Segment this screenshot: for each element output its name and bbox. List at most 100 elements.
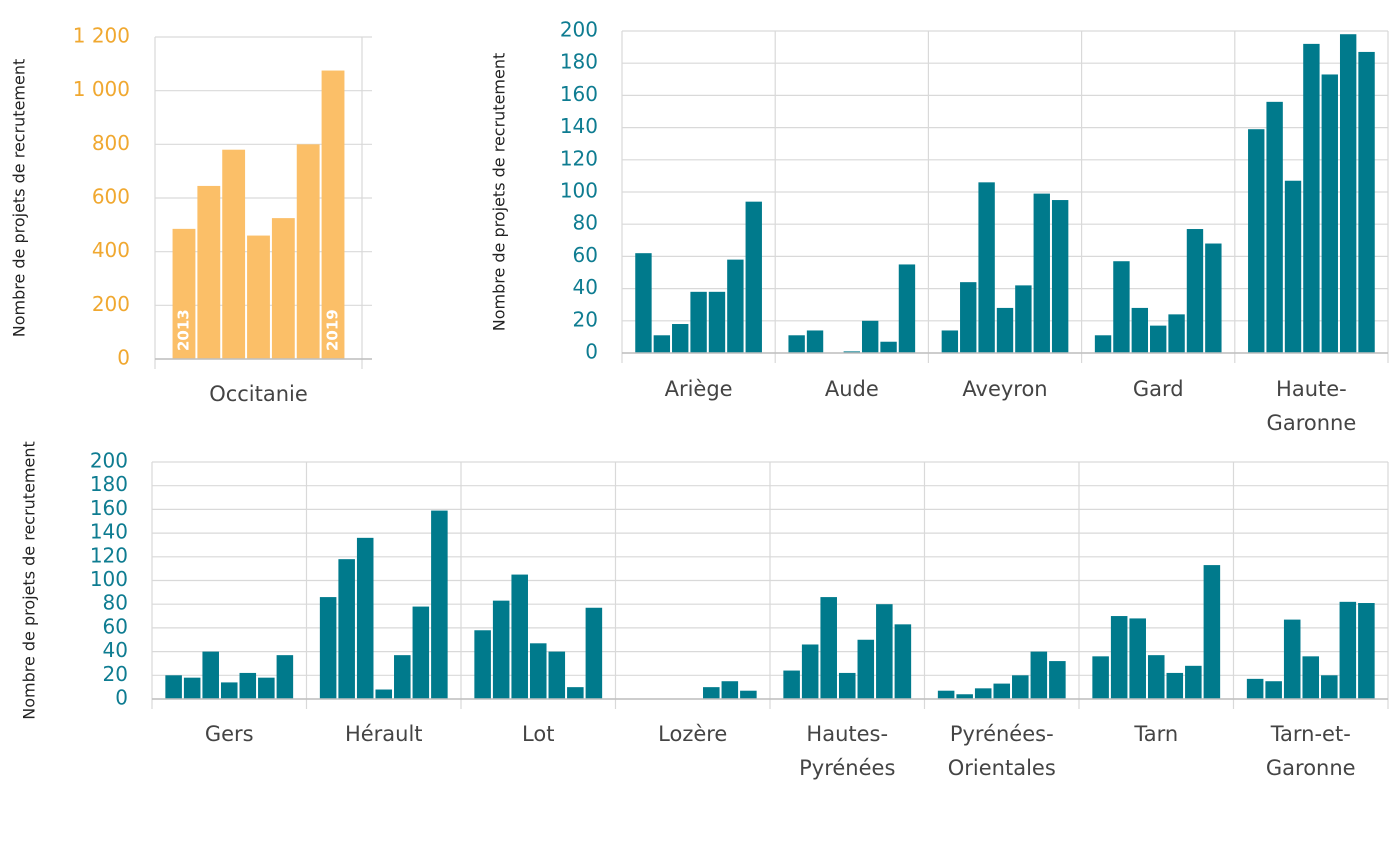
bar [276,655,294,699]
bar [1166,672,1184,699]
bar [1248,129,1265,353]
group-label: Pyrénées-Orientales [948,722,1056,780]
bar [258,677,275,699]
bar [202,651,219,699]
group-label: Hautes-Pyrénées [799,722,895,780]
bar [1168,314,1185,353]
y-tick-label: 160 [560,82,598,106]
y-axis-title: Nombre de projets de recrutement [10,59,29,338]
bar [960,282,977,353]
y-tick-label: 180 [90,472,128,496]
y-tick-label: 120 [560,146,598,170]
y-tick-label: 160 [90,496,128,520]
y-tick-label: 20 [103,662,128,686]
y-tick-label: 80 [573,211,598,235]
bar [1030,651,1048,699]
bar [806,330,824,353]
bar [783,670,800,699]
y-tick-label: 120 [90,543,128,567]
y-tick-label: 0 [585,340,598,364]
bar [1015,285,1032,353]
y-tick-label: 200 [90,449,128,473]
y-tick-label: 800 [92,131,130,155]
bar [1283,619,1301,699]
bar [319,597,337,699]
bar [375,689,393,699]
group-label: Aveyron [962,377,1047,401]
bar [239,672,257,699]
y-tick-label: 80 [103,591,128,615]
bar [222,149,246,359]
y-tick-label: 200 [92,292,130,316]
bar [1092,656,1109,699]
group-label: Gard [1133,377,1184,401]
bar [898,264,916,353]
y-tick-label: 400 [92,238,130,262]
bar [1246,678,1264,699]
bar [745,201,762,353]
bar [635,253,652,353]
bar [974,688,992,699]
group-label: Tarn [1133,722,1178,746]
bar [721,681,739,699]
bar [1051,200,1069,353]
bar [567,687,584,699]
bar [165,675,182,699]
bar [511,574,528,699]
bar [548,651,566,699]
y-tick-label: 1 200 [73,24,130,48]
bar [296,144,320,359]
bar [653,335,671,353]
bar [1150,325,1167,353]
bar [1358,603,1375,699]
y-tick-label: 140 [560,114,598,138]
bar [492,600,510,699]
bar [937,690,955,699]
bar [321,70,345,360]
bar [843,351,860,353]
y-tick-label: 20 [573,307,598,331]
bar [1203,565,1221,699]
y-tick-label: 40 [103,638,128,662]
bar [197,185,221,359]
y-tick-label: 40 [573,275,598,299]
bar [876,604,893,699]
bar [1113,261,1130,353]
bar [1094,335,1112,353]
bar [820,597,837,699]
y-tick-label: 0 [115,686,128,710]
bar [1185,665,1202,699]
bar [1147,655,1165,699]
bar [956,694,973,699]
y-tick-label: 1 000 [73,77,130,101]
bar [894,624,912,699]
bar [703,687,720,699]
bar [529,643,547,699]
y-tick-label: 180 [560,50,598,74]
y-tick-label: 600 [92,185,130,209]
group-label: Lot [522,722,554,746]
bar [1033,193,1050,353]
bar [247,235,270,359]
bar [993,683,1011,699]
bar [585,607,603,699]
bar [338,559,355,699]
group-label: Hérault [345,722,423,746]
y-tick-label: 200 [560,18,598,42]
bar [740,690,757,699]
bar [1049,661,1066,699]
y-tick-label: 0 [117,346,130,370]
y-tick-label: 60 [573,243,598,267]
bar [431,510,448,699]
bar [1131,307,1149,353]
bar [220,682,238,699]
group-label: Aude [825,377,879,401]
bar-label: 2019 [324,309,342,351]
bar [978,182,995,353]
bar [857,639,875,699]
bar [271,218,295,359]
bar [1339,34,1357,353]
bar [838,672,856,699]
bar [1205,243,1222,353]
